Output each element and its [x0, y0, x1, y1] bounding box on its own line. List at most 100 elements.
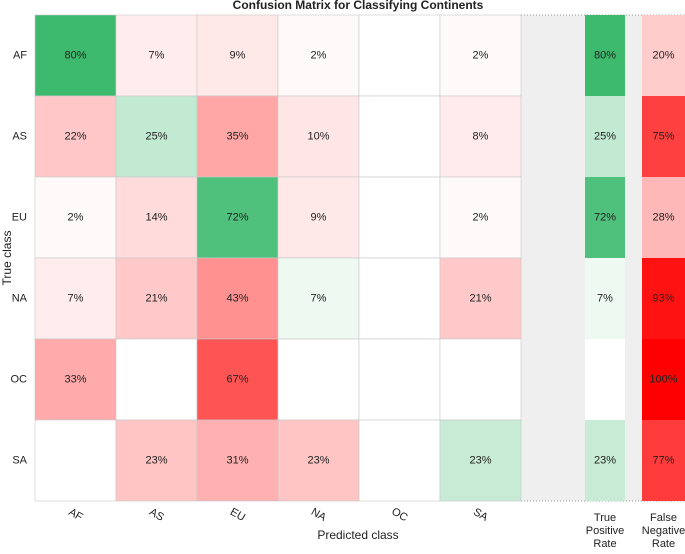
cell-label: 2%	[311, 49, 327, 61]
summary-label: 23%	[594, 454, 616, 466]
cell	[34, 176, 117, 259]
empty-cell	[358, 14, 441, 97]
summary-cell	[642, 339, 685, 420]
summary-cell	[585, 96, 625, 177]
empty-cell	[358, 257, 441, 340]
cell	[277, 95, 360, 178]
empty-cell	[439, 338, 522, 421]
empty-cell	[358, 338, 441, 421]
summary-label: 80%	[594, 49, 616, 61]
summary-cell	[642, 177, 685, 258]
cell-label: 23%	[145, 454, 167, 466]
summary-label: 75%	[652, 130, 674, 142]
cell-label: 10%	[307, 130, 329, 142]
summary-label: 77%	[652, 454, 674, 466]
cell	[277, 14, 360, 97]
cell-label: 21%	[469, 292, 491, 304]
cell-label: 14%	[145, 211, 167, 223]
empty-cell	[34, 419, 117, 502]
cell	[277, 257, 360, 340]
y-axis-label: True class	[0, 231, 14, 286]
summary-label: 20%	[652, 49, 674, 61]
x-tick-label: NA	[309, 506, 329, 524]
cell	[115, 257, 198, 340]
cell	[115, 176, 198, 259]
x-tick-label: AF	[66, 506, 84, 524]
cell-label: 80%	[64, 49, 86, 61]
empty-cell	[358, 176, 441, 259]
summary-cell	[585, 420, 625, 501]
cell-label: 21%	[145, 292, 167, 304]
cell-label: 9%	[311, 211, 327, 223]
cell	[115, 95, 198, 178]
cell	[34, 14, 117, 97]
cell	[196, 176, 279, 259]
cell	[439, 95, 522, 178]
empty-cell	[585, 339, 625, 420]
cell	[439, 419, 522, 502]
cell-label: 23%	[307, 454, 329, 466]
summary-label: 93%	[652, 292, 674, 304]
summary-header: False Negative Rate	[641, 512, 685, 550]
cell-label: 67%	[226, 373, 248, 385]
cell-label: 35%	[226, 130, 248, 142]
cell-label: 72%	[226, 211, 248, 223]
x-tick-label: AS	[147, 506, 166, 524]
summary-cell	[642, 258, 685, 339]
summary-cell	[642, 96, 685, 177]
summary-cell	[642, 420, 685, 501]
cell	[34, 338, 117, 421]
cell	[196, 338, 279, 421]
cell-label: 7%	[149, 49, 165, 61]
cell-label: 8%	[473, 130, 489, 142]
cell	[277, 176, 360, 259]
cell	[196, 419, 279, 502]
summary-label: 25%	[594, 130, 616, 142]
x-tick-label: OC	[389, 506, 409, 525]
y-tick-label: AS	[12, 130, 27, 142]
cell	[34, 257, 117, 340]
cell	[439, 176, 522, 259]
summary-cell	[585, 15, 625, 96]
cell-label: 7%	[68, 292, 84, 304]
y-tick-label: SA	[12, 454, 27, 466]
x-axis-label: Predicted class	[317, 528, 398, 542]
empty-cell	[358, 419, 441, 502]
cell-label: 33%	[64, 373, 86, 385]
y-tick-label: OC	[11, 373, 28, 385]
y-tick-label: EU	[12, 211, 27, 223]
cell	[439, 14, 522, 97]
summary-label: 7%	[597, 292, 613, 304]
summary-cell	[585, 177, 625, 258]
cell-label: 2%	[473, 49, 489, 61]
summary-cell	[585, 258, 625, 339]
summary-label: 28%	[652, 211, 674, 223]
y-tick-label: NA	[12, 292, 28, 304]
cell-label: 7%	[311, 292, 327, 304]
cell	[439, 257, 522, 340]
cell-label: 22%	[64, 130, 86, 142]
empty-cell	[277, 338, 360, 421]
cell	[196, 14, 279, 97]
cell-label: 9%	[230, 49, 246, 61]
summary-label: 72%	[594, 211, 616, 223]
summary-header: True Positive Rate	[585, 512, 625, 550]
cell-label: 23%	[469, 454, 491, 466]
cell-label: 25%	[145, 130, 167, 142]
cell-label: 31%	[226, 454, 248, 466]
x-tick-label: EU	[228, 506, 247, 524]
empty-cell	[115, 338, 198, 421]
empty-cell	[358, 95, 441, 178]
cell	[115, 14, 198, 97]
summary-cell	[642, 15, 685, 96]
summary-label: 100%	[649, 373, 677, 385]
chart-title: Confusion Matrix for Classifying Contine…	[233, 0, 484, 12]
cell	[196, 257, 279, 340]
y-tick-label: AF	[13, 49, 27, 61]
cell-label: 43%	[226, 292, 248, 304]
x-tick-label: SA	[471, 506, 490, 524]
cell-label: 2%	[473, 211, 489, 223]
cell-label: 2%	[68, 211, 84, 223]
